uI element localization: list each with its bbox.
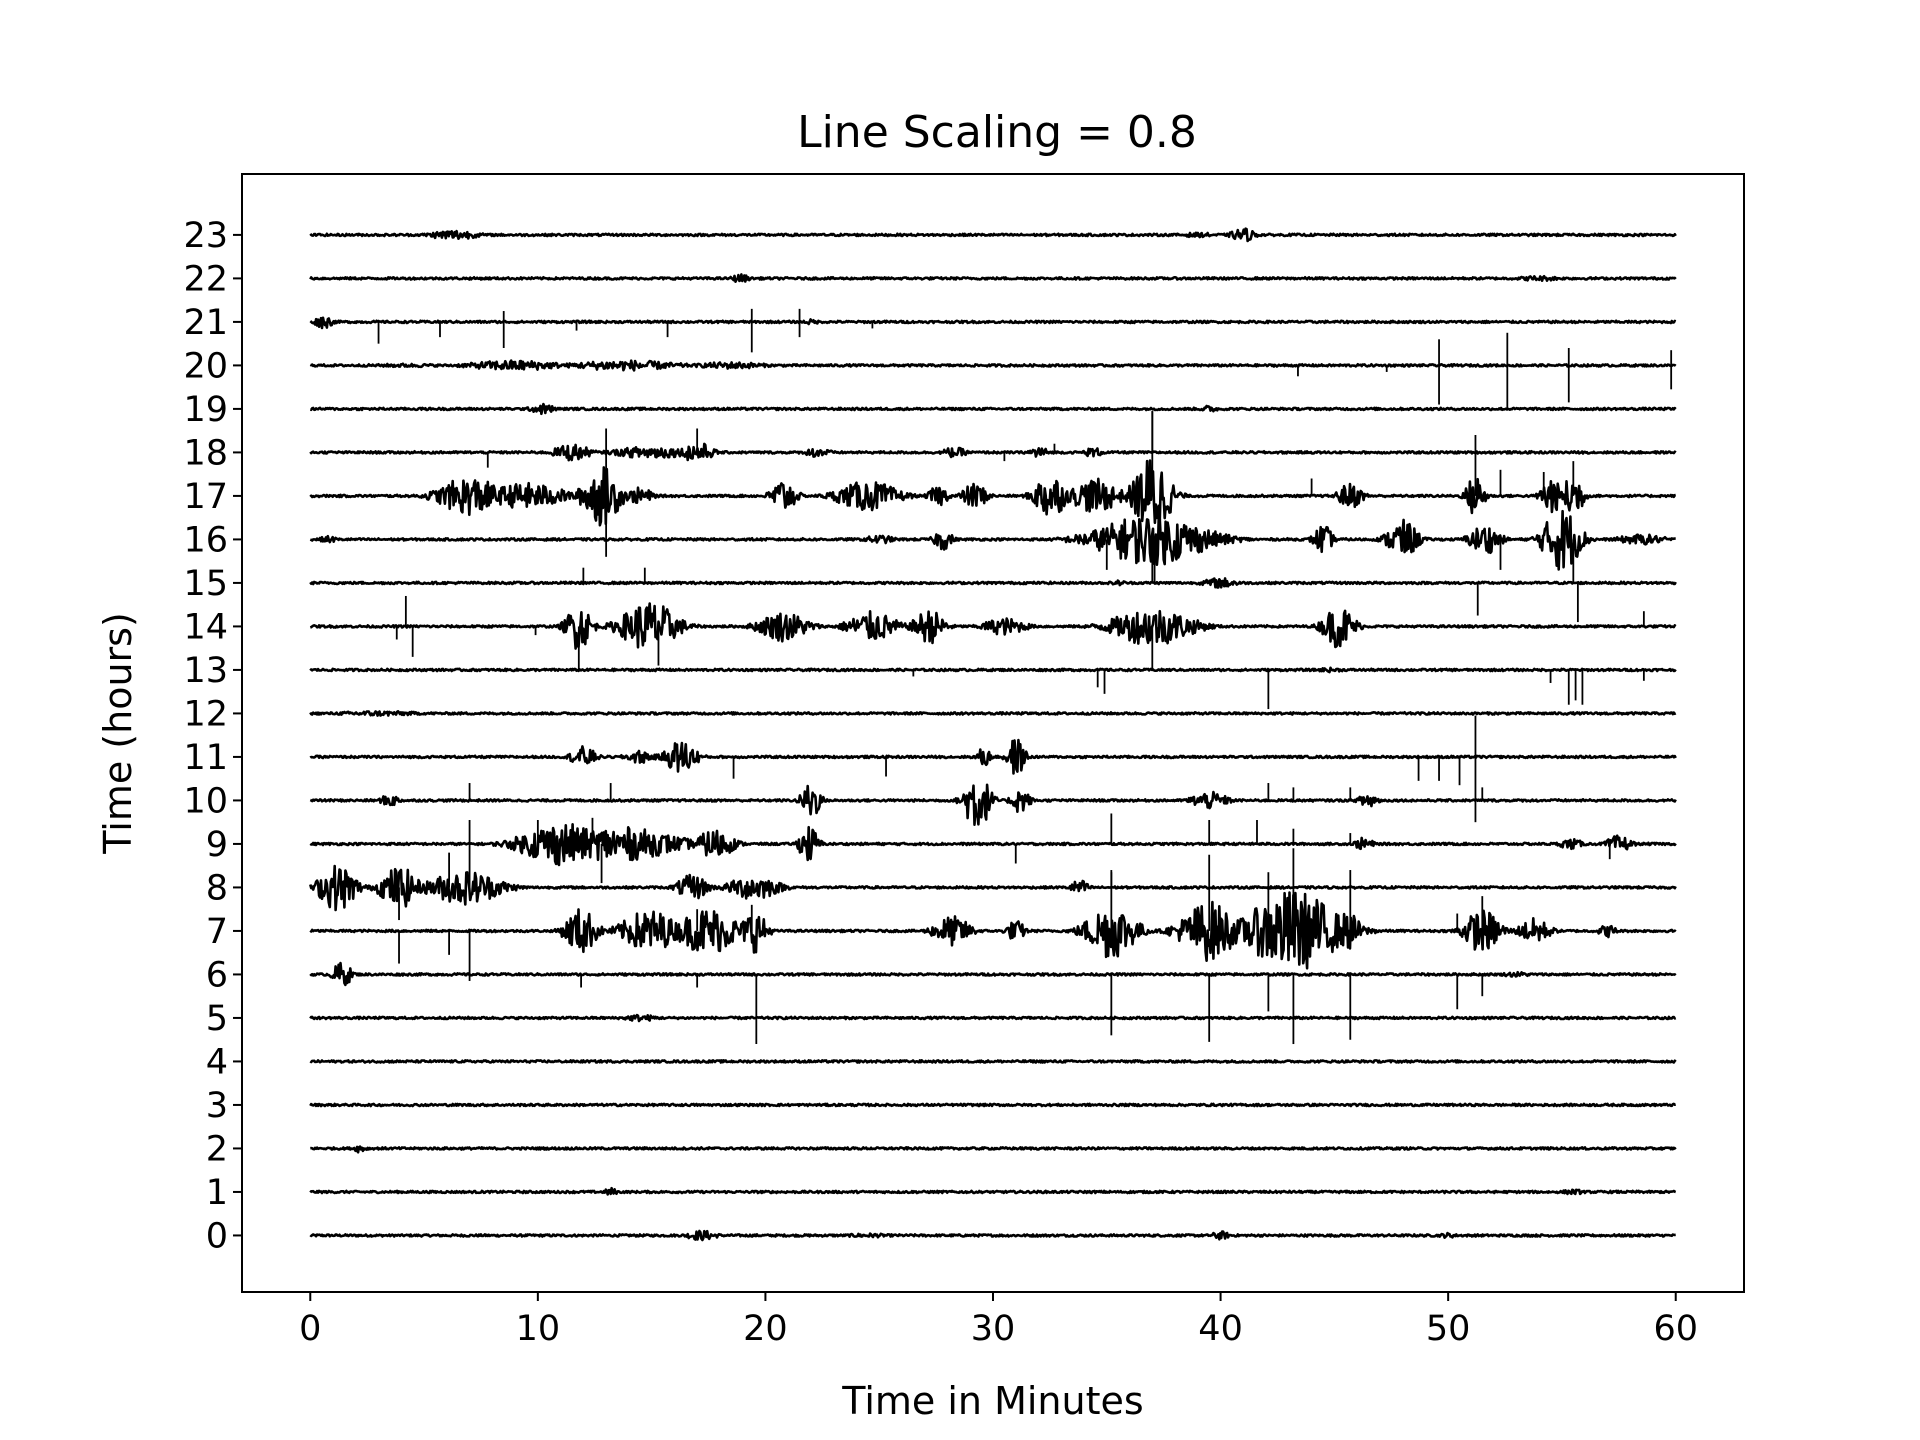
y-tick-label: 3 — [206, 1086, 228, 1126]
trace-hour-12 — [309, 710, 1677, 717]
trace-hour-9 — [309, 823, 1677, 867]
trace-hour-3 — [309, 1102, 1677, 1108]
x-tick-label: 50 — [1426, 1309, 1471, 1349]
x-tick-label: 60 — [1653, 1309, 1698, 1349]
y-tick-label: 19 — [183, 390, 228, 430]
x-tick-label: 20 — [743, 1309, 788, 1349]
trace-hour-10 — [309, 783, 1677, 826]
y-tick-label: 10 — [183, 781, 228, 821]
y-tick-label: 8 — [206, 868, 228, 908]
x-axis: 0 10 20 30 40 50 60 — [299, 1292, 1698, 1349]
y-tick-label: 20 — [183, 346, 228, 386]
trace-hour-23 — [309, 227, 1677, 243]
trace-hour-14 — [309, 602, 1677, 650]
trace-layer — [309, 227, 1677, 1242]
y-tick-label: 9 — [206, 825, 228, 865]
y-tick-label: 13 — [183, 651, 228, 691]
y-tick-label: 16 — [183, 520, 228, 560]
y-tick-label: 0 — [206, 1216, 228, 1256]
trace-hour-16 — [309, 509, 1677, 571]
y-tick-label: 12 — [183, 694, 228, 734]
y-tick-label: 1 — [206, 1173, 228, 1213]
trace-hour-19 — [309, 402, 1677, 416]
y-tick-label: 23 — [183, 216, 228, 256]
trace-hour-8 — [309, 864, 1677, 912]
trace-hour-0 — [309, 1229, 1677, 1242]
trace-hour-7 — [309, 891, 1677, 970]
chart-title: Line Scaling = 0.8 — [797, 107, 1197, 158]
y-tick-label: 4 — [206, 1042, 228, 1082]
x-axis-label: Time in Minutes — [841, 1379, 1143, 1423]
trace-hour-5 — [309, 1013, 1677, 1023]
y-tick-label: 15 — [183, 564, 228, 604]
y-tick-label: 14 — [183, 607, 228, 647]
y-tick-label: 21 — [183, 303, 228, 343]
y-tick-label: 7 — [206, 912, 228, 952]
trace-hour-6 — [309, 961, 1677, 987]
trace-hour-15 — [309, 577, 1677, 589]
trace-hour-13 — [309, 666, 1677, 674]
y-tick-label: 11 — [183, 738, 228, 778]
y-tick-label: 18 — [183, 433, 228, 473]
trace-hour-21 — [309, 316, 1677, 330]
y-tick-label: 22 — [183, 259, 228, 299]
x-tick-label: 30 — [971, 1309, 1016, 1349]
x-tick-label: 0 — [299, 1309, 321, 1349]
x-tick-label: 40 — [1198, 1309, 1243, 1349]
y-tick-label: 17 — [183, 477, 228, 517]
trace-hour-2 — [309, 1145, 1677, 1154]
x-tick-label: 10 — [516, 1309, 561, 1349]
trace-hour-20 — [309, 359, 1677, 372]
y-tick-label: 5 — [206, 999, 228, 1039]
trace-hour-11 — [309, 738, 1677, 775]
trace-hour-4 — [309, 1059, 1677, 1064]
y-tick-label: 2 — [206, 1129, 228, 1169]
trace-hour-1 — [309, 1186, 1677, 1196]
y-tick-label: 6 — [206, 955, 228, 995]
y-axis-label: Time (hours) — [96, 612, 140, 855]
trace-hour-18 — [309, 442, 1677, 462]
trace-hour-22 — [309, 273, 1677, 283]
trace-hour-17 — [309, 459, 1677, 527]
